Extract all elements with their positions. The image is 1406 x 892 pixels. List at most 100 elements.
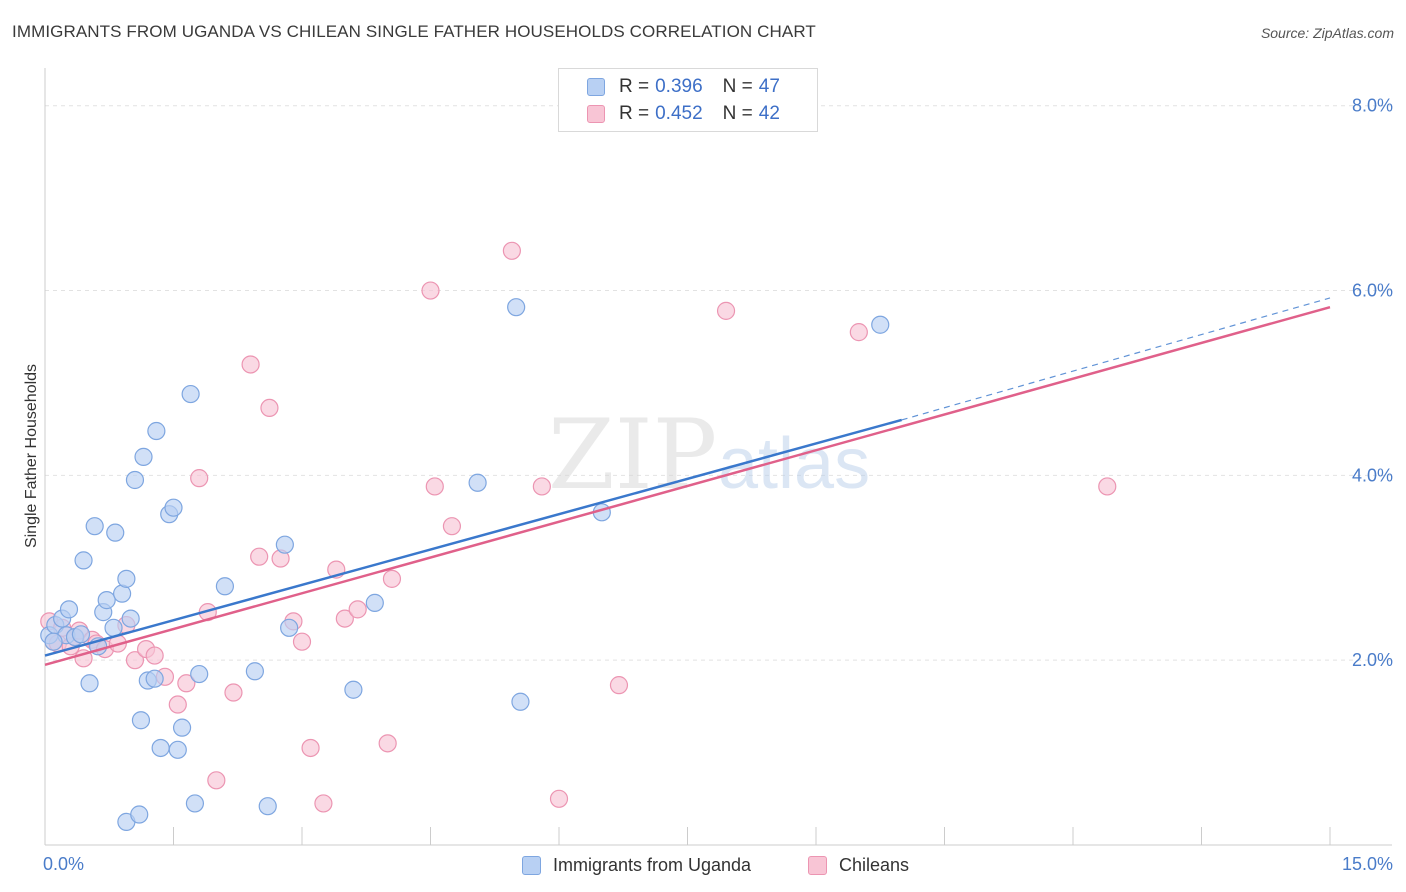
uganda-point — [147, 421, 166, 441]
x-tick-label: 15.0% — [1342, 854, 1393, 874]
chilean-point — [241, 355, 260, 374]
chilean-point — [502, 241, 521, 260]
uganda-trend-extension — [901, 297, 1331, 421]
chilean-point — [190, 469, 209, 488]
grid-lines — [45, 105, 1392, 661]
uganda-point — [168, 740, 187, 759]
chilean-point — [378, 734, 397, 753]
chilean-point — [609, 676, 629, 695]
watermark-zip: ZIP — [548, 399, 717, 511]
uganda-point — [245, 662, 264, 681]
legend-label-chileans: Chileans — [839, 854, 910, 875]
legend-r-label: R = — [619, 103, 650, 124]
trend-lines — [44, 297, 1331, 667]
uganda-point — [172, 718, 192, 737]
uganda-point — [511, 692, 530, 711]
legend-n-value-uganda: 47 — [758, 76, 780, 97]
chilean-point — [145, 646, 164, 665]
chilean-point — [716, 301, 736, 320]
uganda-point — [134, 447, 153, 466]
chilean-point — [532, 477, 551, 496]
series-legend: Immigrants from Uganda Chileans — [0, 852, 1406, 878]
chilean-point — [849, 323, 868, 342]
uganda-point — [181, 384, 200, 404]
legend-swatch-chileans — [808, 855, 827, 875]
chilean-point — [207, 771, 226, 790]
uganda-point — [258, 797, 277, 816]
uganda-point — [151, 738, 170, 758]
uganda-point — [164, 498, 183, 517]
chilean-point — [301, 738, 320, 758]
legend-r-label: R = — [619, 76, 650, 97]
legend-n-label: N = — [722, 76, 753, 97]
chilean-point — [314, 794, 333, 813]
uganda-point — [507, 298, 526, 317]
chilean-point — [260, 398, 279, 418]
y-tick-label: 4.0% — [1352, 465, 1393, 485]
y-tick-label: 6.0% — [1352, 281, 1393, 301]
legend-swatch-chileans — [587, 105, 605, 123]
chilean-point — [382, 569, 402, 588]
uganda-point — [71, 625, 91, 644]
y-axis-label: Single Father Households — [23, 364, 40, 548]
uganda-point — [215, 577, 234, 596]
chilean-trend-line — [44, 305, 1331, 667]
uganda-point — [275, 535, 294, 554]
uganda-point — [145, 669, 164, 688]
uganda-point — [44, 632, 63, 651]
legend-label-uganda: Immigrants from Uganda — [553, 854, 752, 875]
legend-n-label: N = — [722, 103, 753, 124]
uganda-point — [130, 805, 149, 824]
chilean-point — [224, 683, 243, 702]
chilean-point — [1098, 477, 1117, 496]
chilean-point — [425, 477, 444, 496]
data-points — [40, 241, 1117, 831]
chilean-point — [177, 674, 196, 693]
watermark: ZIP atlas — [548, 399, 870, 511]
source-label: Source: ZipAtlas.com — [1260, 25, 1394, 41]
y-tick-label: 2.0% — [1352, 650, 1393, 670]
uganda-point — [344, 680, 363, 699]
legend-swatch-uganda — [522, 855, 541, 875]
uganda-point — [121, 609, 140, 628]
chilean-point — [292, 632, 312, 651]
legend-n-value-chileans: 42 — [758, 103, 780, 124]
x-tick-label: 0.0% — [43, 854, 84, 874]
uganda-point — [117, 569, 136, 588]
uganda-point — [125, 470, 145, 490]
legend-r-value-chileans: 0.452 — [655, 103, 703, 124]
legend-item-chileans: Chileans — [808, 852, 909, 878]
uganda-point — [85, 517, 104, 536]
chilean-point — [549, 789, 569, 808]
uganda-trend-line — [44, 418, 902, 657]
chilean-point — [442, 517, 462, 536]
uganda-point — [280, 618, 299, 637]
chilean-point — [250, 547, 269, 566]
uganda-point — [80, 674, 99, 693]
tick-labels: 2.0% 4.0% 6.0% 8.0% 0.0% 15.0% — [43, 96, 1393, 874]
correlation-legend: R = 0.396 N = 47 R = 0.452 N = 42 — [558, 68, 818, 132]
uganda-point — [871, 315, 890, 334]
chilean-point — [125, 651, 145, 670]
uganda-point — [190, 664, 209, 684]
chilean-point — [348, 600, 367, 619]
legend-row-uganda: R = 0.396 N = 47 — [587, 74, 780, 100]
legend-row-chileans: R = 0.452 N = 42 — [587, 101, 780, 127]
chart-title: IMMIGRANTS FROM UGANDA VS CHILEAN SINGLE… — [12, 22, 816, 41]
legend-swatch-uganda — [587, 78, 605, 96]
y-tick-label: 8.0% — [1352, 96, 1393, 116]
uganda-point — [106, 523, 125, 542]
chilean-point — [168, 695, 187, 714]
uganda-point — [365, 593, 384, 612]
uganda-point — [59, 600, 79, 619]
legend-r-value-uganda: 0.396 — [655, 76, 703, 97]
legend-item-uganda: Immigrants from Uganda — [522, 852, 751, 878]
uganda-point — [74, 551, 93, 570]
axes — [44, 68, 1392, 846]
uganda-point — [185, 794, 205, 813]
uganda-point — [131, 711, 151, 730]
uganda-point — [468, 473, 487, 492]
chilean-point — [335, 609, 354, 628]
uganda-point — [97, 591, 116, 610]
